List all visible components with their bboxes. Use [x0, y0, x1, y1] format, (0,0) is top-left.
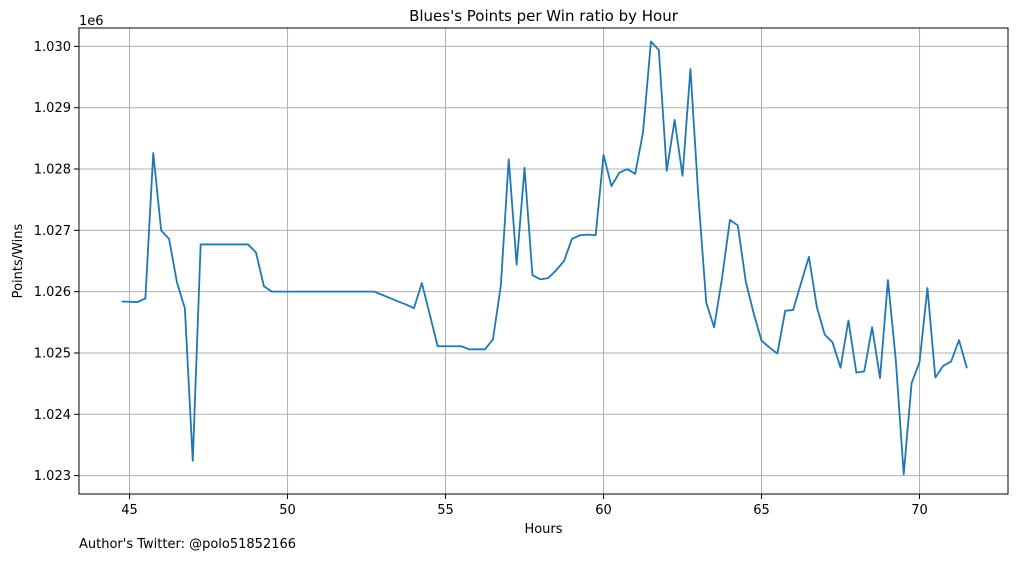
y-tick-label: 1.030	[34, 40, 71, 55]
x-tick-label: 50	[279, 503, 296, 518]
series-line	[121, 40, 968, 476]
x-ticks: 45 50 55 60 65 70	[121, 494, 928, 518]
chart-title: Blues's Points per Win ratio by Hour	[409, 7, 679, 25]
y-tick-label: 1.028	[34, 163, 71, 178]
line-layer	[121, 40, 968, 476]
y-offset-text: 1e6	[79, 14, 104, 29]
y-tick-label: 1.026	[34, 285, 71, 300]
x-tick-label: 45	[121, 503, 138, 518]
x-tick-label: 55	[437, 503, 454, 518]
y-tick-label: 1.025	[34, 346, 71, 361]
axes-frame	[78, 27, 1009, 495]
y-tick-label: 1.023	[34, 469, 71, 484]
x-tick-label: 70	[911, 503, 928, 518]
y-ticks: 1.023 1.024 1.025 1.026 1.027 1.028 1.029 1.030	[34, 40, 79, 484]
x-tick-label: 65	[753, 503, 770, 518]
y-axis-label: Points/Wins	[11, 223, 26, 298]
y-tick-label: 1.024	[34, 408, 71, 423]
x-axis-label: Hours	[524, 522, 562, 537]
y-tick-label: 1.027	[34, 224, 71, 239]
author-credit: Author's Twitter: @polo51852166	[79, 537, 297, 552]
grid-lines	[79, 28, 1008, 494]
x-tick-label: 60	[595, 503, 612, 518]
y-tick-label: 1.029	[34, 101, 71, 116]
